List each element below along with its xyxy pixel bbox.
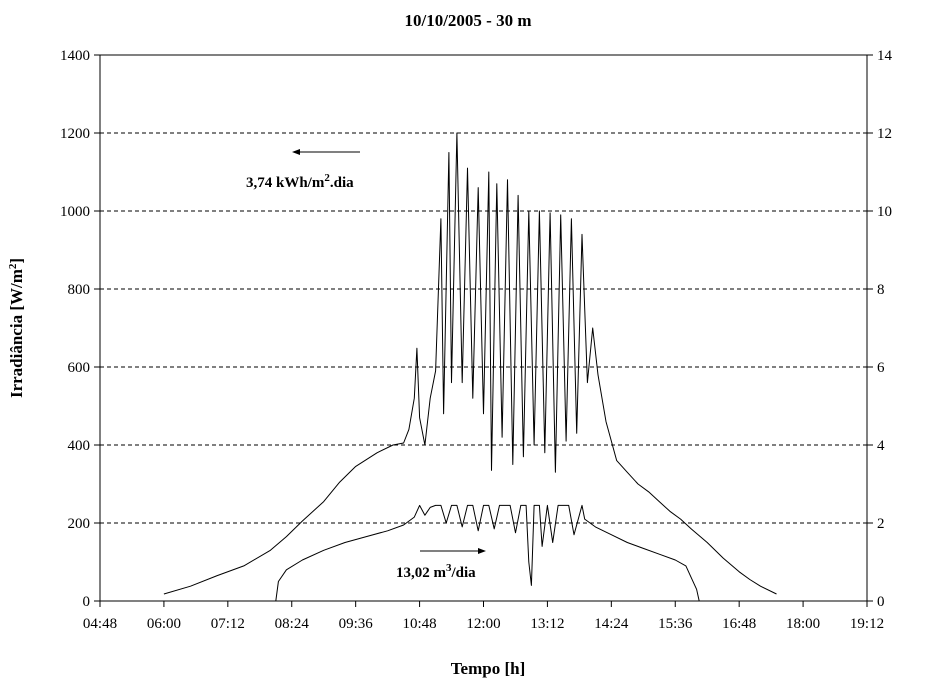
superscript: 2 <box>324 172 330 184</box>
label-part: .dia <box>330 175 354 191</box>
x-tick-label: 16:48 <box>722 616 756 632</box>
grid-lines <box>100 132 867 524</box>
x-tick-label: 04:48 <box>83 616 117 632</box>
y-tick-label-right: 0 <box>877 594 885 610</box>
x-tick-label: 14:24 <box>594 616 629 632</box>
y-tick-label-left: 200 <box>68 516 91 532</box>
y-tick-label-right: 4 <box>877 438 885 454</box>
y-tick-label-left: 400 <box>68 438 91 454</box>
y-axis-label-left: Irradiância [W/m2] <box>7 258 26 398</box>
x-tick-label: 09:36 <box>339 616 374 632</box>
x-tick-label: 10:48 <box>402 616 436 632</box>
tick-labels: 0 200 400 600 800 1000 1200 1400 0 2 4 6 8 10 12 14 04:4… <box>60 48 893 632</box>
y-tick-label-left: 1200 <box>60 126 90 142</box>
superscript: 3 <box>446 562 452 574</box>
y-tick-label-right: 8 <box>877 282 885 298</box>
chart-title: 10/10/2005 - 30 m <box>404 11 531 30</box>
series-line-vazao <box>275 504 700 602</box>
annotation-irradiation-total: 3,74 kWh/m2.dia <box>246 172 354 191</box>
y-tick-label-right: 6 <box>877 360 885 376</box>
series-line-irradiancia <box>163 132 777 595</box>
x-axis-label: Tempo [h] <box>451 659 525 678</box>
y-tick-label-left: 0 <box>83 594 91 610</box>
arrow-head-icon <box>292 149 300 155</box>
x-tick-label: 08:24 <box>275 616 310 632</box>
y-tick-label-left: 1000 <box>60 204 90 220</box>
y-tick-label-right: 2 <box>877 516 885 532</box>
arrow-head-icon <box>478 548 486 554</box>
x-tick-label: 19:12 <box>850 616 884 632</box>
x-tick-label: 18:00 <box>786 616 820 632</box>
label-part: 13,02 m <box>396 565 447 581</box>
y-tick-label-left: 1400 <box>60 48 90 64</box>
y-tick-label-right: 12 <box>877 126 892 142</box>
x-tick-label: 07:12 <box>211 616 245 632</box>
x-tick-label: 06:00 <box>147 616 181 632</box>
label-part: Irradiância [W/m <box>7 269 26 398</box>
annotations: 3,74 kWh/m2.dia 13,02 m3/dia <box>246 149 486 581</box>
x-tick-label: 12:00 <box>466 616 500 632</box>
y-tick-label-right: 14 <box>877 48 893 64</box>
axes <box>94 54 873 607</box>
label-part: 3,74 kWh/m <box>246 175 325 191</box>
superscript: 2 <box>7 263 19 269</box>
data-series <box>163 132 777 602</box>
y-tick-label-left: 600 <box>68 360 91 376</box>
x-tick-label: 15:36 <box>658 616 693 632</box>
x-tick-label: 13:12 <box>530 616 564 632</box>
y-tick-label-left: 800 <box>68 282 91 298</box>
y-tick-label-right: 10 <box>877 204 892 220</box>
label-part: /dia <box>451 565 477 581</box>
label-part: ] <box>7 258 26 264</box>
annotation-flow-total: 13,02 m3/dia <box>396 562 476 581</box>
